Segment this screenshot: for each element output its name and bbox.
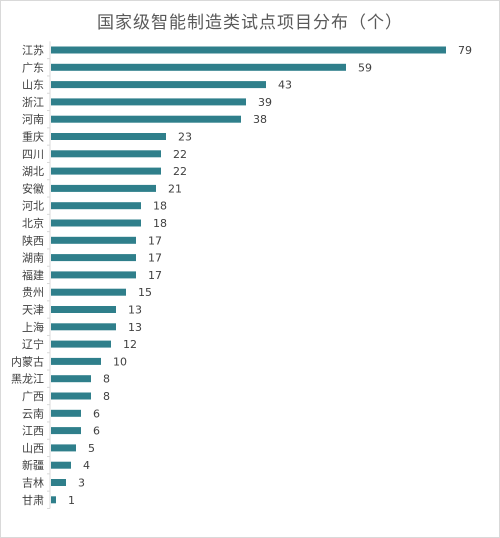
bar [51,409,81,417]
bar [51,427,81,435]
bar [51,271,136,279]
bar [51,219,141,227]
bar [51,254,136,262]
value-label: 8 [103,373,110,386]
value-label: 4 [83,459,90,472]
value-label: 8 [103,390,110,403]
category-label: 浙江 [22,96,44,109]
bar [51,461,71,469]
bar [51,167,161,175]
category-label: 湖北 [22,165,44,178]
category-label: 贵州 [22,286,44,299]
category-labels: 江苏广东山东浙江河南重庆四川湖北安徽河北北京陕西湖南福建贵州天津上海辽宁内蒙古黑… [11,44,44,507]
value-label: 6 [93,425,100,438]
category-label: 天津 [22,304,44,317]
category-label: 辽宁 [22,337,44,351]
value-label: 43 [278,79,292,92]
value-label: 39 [258,96,272,109]
value-label: 21 [168,182,182,195]
category-label: 广东 [22,61,44,74]
axis-group [47,41,51,509]
category-label: 新疆 [22,458,44,472]
chart-title: 国家级智能制造类试点项目分布（个） [97,13,403,33]
bar [51,133,166,140]
bar [51,150,161,158]
bar [51,288,126,296]
value-label: 3 [78,477,85,490]
value-label: 13 [128,304,142,317]
category-label: 黑龙江 [11,373,44,386]
category-label: 甘肃 [22,494,44,507]
value-label: 1 [68,494,75,507]
category-label: 江苏 [22,44,44,57]
value-label: 18 [153,217,167,230]
value-label: 59 [358,61,372,74]
category-label: 安徽 [22,181,44,195]
value-label: 17 [148,269,162,282]
category-label: 云南 [22,407,44,420]
bar [51,340,111,348]
category-label: 吉林 [22,476,44,490]
bar [51,392,91,400]
category-label: 河北 [22,200,44,213]
category-label: 四川 [22,148,44,161]
bar [51,306,116,313]
value-label: 18 [153,200,167,213]
value-label: 6 [93,407,100,420]
category-label: 广西 [22,390,44,403]
category-label: 江西 [22,425,44,438]
bar [51,357,101,365]
value-label: 22 [173,148,187,161]
value-label: 17 [148,234,162,247]
category-label: 上海 [22,320,44,334]
bar [51,98,246,106]
value-label: 10 [113,355,127,368]
category-label: 陕西 [22,233,44,247]
category-label: 河南 [22,113,44,126]
bar [51,202,141,210]
value-label: 17 [148,252,162,265]
value-label: 12 [123,338,137,351]
bar [51,479,66,486]
category-label: 福建 [22,268,44,282]
bar [51,46,446,54]
bar [51,115,241,123]
bars-group [51,46,446,504]
category-label: 北京 [22,216,44,230]
value-label: 38 [253,113,267,126]
bar [51,236,136,244]
value-label: 22 [173,165,187,178]
category-label: 山东 [22,79,44,92]
value-label: 79 [458,44,472,57]
value-labels: 7959433938232222211818171717151313121088… [68,44,472,507]
value-label: 15 [138,286,152,299]
value-label: 23 [178,131,192,144]
bar [51,184,156,192]
bar [51,81,266,89]
bar [51,323,116,331]
category-label: 湖南 [22,252,44,265]
bar [51,496,56,504]
bar [51,444,76,452]
category-label: 山西 [22,442,44,455]
value-label: 5 [88,442,95,455]
category-label: 重庆 [22,130,44,144]
bar [51,63,346,71]
bar [51,375,91,383]
value-label: 13 [128,321,142,334]
category-label: 内蒙古 [11,354,44,368]
